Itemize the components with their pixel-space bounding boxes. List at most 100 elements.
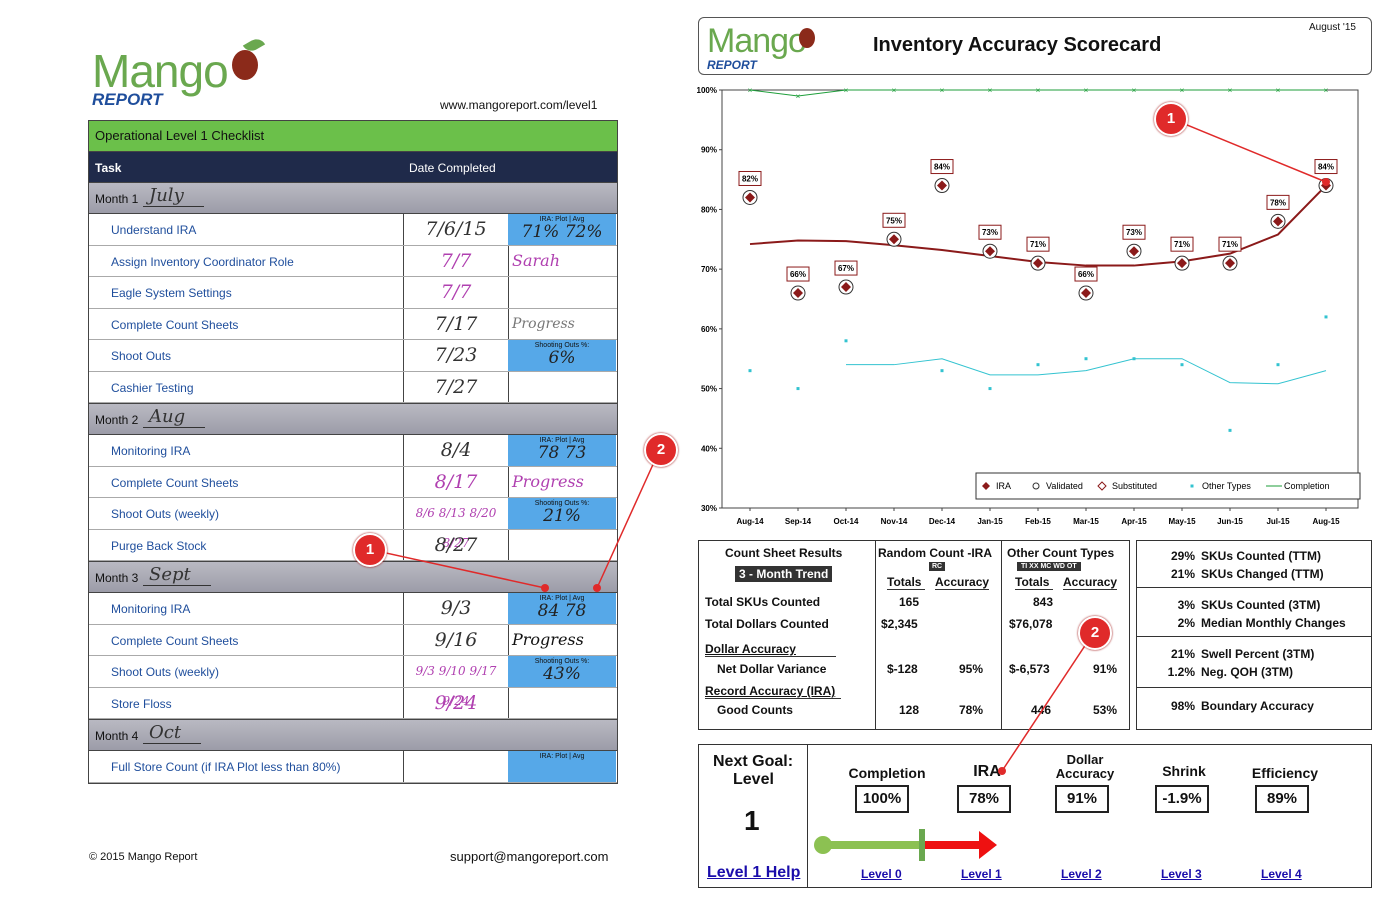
- copyright: © 2015 Mango Report: [89, 851, 198, 863]
- other-types-trend-line: [846, 358, 1327, 385]
- task-note: Progress Viewer: [508, 467, 616, 521]
- ira-point: [1225, 258, 1235, 269]
- other-types-point: [1228, 428, 1232, 432]
- completion-marker: ×: [1132, 86, 1137, 95]
- trend-badge: 3 - Month Trend: [735, 566, 833, 582]
- ira-data-label: 75%: [886, 216, 902, 225]
- level-1-help-link[interactable]: Level 1 Help: [707, 864, 801, 881]
- level-1-link[interactable]: Level 1: [961, 867, 1002, 881]
- month-header: Month 1 July: [89, 182, 617, 214]
- logo-mango-text: Mango: [92, 45, 229, 97]
- note-handwritten: 43%: [543, 664, 581, 684]
- x-tick-label: Jan-15: [977, 517, 1003, 526]
- checklist-row: Monitoring IRA 8/4 IRA: Plot | Avg 78 73: [89, 435, 617, 467]
- completion-label: Completion: [848, 765, 926, 781]
- other-types-point: [1324, 315, 1328, 319]
- ira-label-box: [834, 260, 858, 276]
- support-email: support@mangoreport.com: [450, 849, 609, 864]
- task-name: Complete Count Sheets: [111, 633, 239, 648]
- results-title: Count Sheet Results: [725, 546, 843, 560]
- task-name: Understand IRA: [111, 223, 197, 237]
- level-4-link[interactable]: Level 4: [1261, 867, 1302, 881]
- date-completed: 9/3 9/10 9/17 9/24: [403, 656, 509, 708]
- ira-data-label: 71%: [1174, 240, 1190, 249]
- legend-label: Substituted: [1112, 481, 1157, 491]
- task-note: Progress Viewer: [508, 625, 616, 679]
- other-types-point: [1132, 357, 1136, 361]
- completion-marker: ×: [940, 86, 945, 95]
- left-logo: Mango REPORT: [92, 35, 266, 114]
- chart-legend: [975, 472, 1361, 500]
- stat-value: 2%: [1177, 616, 1195, 630]
- r4-label: Net Dollar Variance: [717, 662, 827, 676]
- task-name: Full Store Count (if IRA Plot less than …: [111, 760, 341, 774]
- other-types-point: [844, 339, 848, 343]
- note-caption: Shooting Outs %:: [534, 342, 590, 349]
- level-number: 1: [744, 805, 760, 836]
- r6-ota: 53%: [1093, 703, 1118, 717]
- x-tick-label: Aug-14: [736, 517, 764, 526]
- level-2-link[interactable]: Level 2: [1061, 867, 1102, 881]
- checklist-row: Assign Inventory Coordinator Role 7/7 Sara…: [89, 245, 617, 277]
- task-note: Shooting Outs %: 6%: [508, 340, 616, 371]
- plot-area: [721, 89, 1359, 509]
- x-tick-label: Apr-15: [1121, 517, 1147, 526]
- note-caption: Shooting Outs %:: [534, 658, 590, 665]
- checklist-row: Shoot Outs (weekly) 8/6 8/13 8/20 8/27 Sho…: [89, 498, 617, 550]
- other-types-point: [1180, 363, 1184, 367]
- checklist-column-headers: Task Date Completed: [89, 152, 617, 182]
- r6-rc: 128: [899, 703, 920, 717]
- scorecard-mango-icon: [799, 28, 815, 48]
- completion-marker: ×: [1228, 86, 1233, 95]
- mango-fruit-icon: [232, 50, 258, 80]
- task-name: Complete Count Sheets: [111, 475, 239, 490]
- legend-ira-marker: [982, 482, 990, 490]
- x-tick-label: Jun-15: [1217, 517, 1243, 526]
- efficiency-value: 89%: [1255, 785, 1309, 813]
- ira-point: [745, 192, 755, 203]
- task-name: Shoot Outs: [111, 349, 172, 363]
- efficiency-label: Efficiency: [1251, 765, 1319, 781]
- task-name: Monitoring IRA: [111, 444, 191, 458]
- legend-substituted-marker: [1097, 481, 1107, 491]
- rc-accuracy-header: Accuracy: [935, 575, 990, 590]
- stat-label: SKUs Counted (TTM): [1201, 549, 1321, 563]
- task-name: Purge Back Stock: [111, 538, 207, 553]
- y-tick-label: 90%: [701, 146, 717, 155]
- date-completed: 7/17: [403, 308, 509, 339]
- month-label: Month 1: [95, 192, 139, 206]
- legend-label: Validated: [1046, 481, 1083, 491]
- scorecard-logo-mango: Mango: [707, 22, 807, 60]
- scorecard-title: Inventory Accuracy Scorecard: [873, 34, 1162, 56]
- ira-label-box: [1074, 266, 1098, 282]
- completion-marker: ×: [748, 86, 753, 95]
- ira-chart: 30% 40% 50% 60% 70% 80% 90% 100% Aug-14 Sep-14 Oct…: [697, 86, 1361, 526]
- stat-value: 98%: [1170, 699, 1195, 713]
- stat-label: Boundary Accuracy: [1201, 699, 1314, 713]
- key-stats: 29% SKUs Counted (TTM) 21% SKUs Changed (TT…: [1136, 540, 1372, 730]
- r2-rc: $2,345: [881, 617, 918, 631]
- month-header: Month 3 Sept: [89, 561, 617, 593]
- level-word: Level: [733, 771, 774, 788]
- stat-value: 29%: [1170, 549, 1195, 563]
- y-tick-label: 60%: [701, 325, 717, 334]
- date-completed: 7/7: [403, 245, 509, 276]
- completion-marker: ×: [844, 86, 849, 95]
- level-3-link[interactable]: Level 3: [1161, 867, 1202, 881]
- completion-value: 100%: [855, 785, 909, 813]
- note-handwritten: 84 78: [537, 601, 587, 621]
- checklist-row: Shoot Outs (weekly) 9/3 9/10 9/17 9/24 Sho…: [89, 656, 617, 708]
- task-name: Store Floss: [111, 696, 172, 711]
- note-caption: IRA: Plot | Avg: [539, 437, 585, 444]
- note-handwritten: 21%: [543, 506, 581, 526]
- ira-point: [793, 288, 803, 299]
- ira-data-label: 73%: [982, 228, 998, 237]
- col-task: Task: [95, 161, 122, 175]
- level-0-link[interactable]: Level 0: [861, 867, 902, 881]
- date-completed: 9/24: [403, 687, 509, 718]
- task-note: [508, 530, 616, 561]
- ira-data-label: 66%: [1078, 270, 1094, 279]
- ira-label-box: [1218, 236, 1242, 252]
